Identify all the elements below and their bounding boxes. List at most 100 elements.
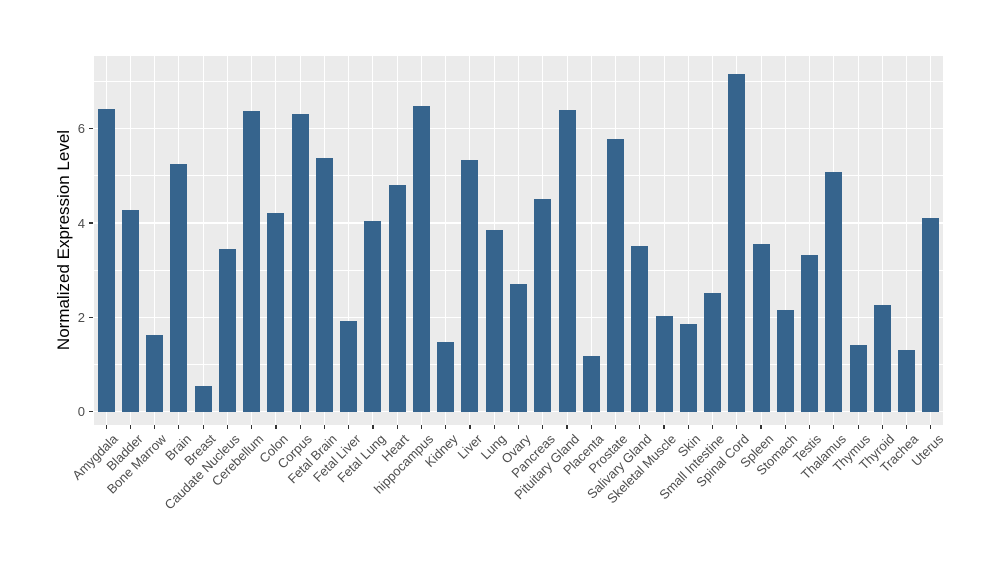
bar [801,254,819,412]
vertical-gridline [906,56,908,425]
x-tick-mark [566,425,568,429]
vertical-gridline [663,56,665,425]
bar [558,109,576,412]
x-tick-mark [105,425,107,429]
x-tick-mark [154,425,156,429]
bar [291,114,309,412]
y-tick-label: 0 [77,404,85,420]
bar [534,198,552,412]
x-tick-mark [420,425,423,429]
x-tick-label: Liver [454,431,485,462]
x-tick-mark [639,425,641,429]
bar [922,217,940,412]
bar [170,163,188,412]
major-gridline [94,127,943,130]
vertical-gridline [857,56,859,425]
bar [631,245,649,412]
x-tick-mark [323,425,326,429]
x-tick-mark [736,425,738,429]
vertical-gridline [639,56,641,425]
vertical-gridline [687,56,689,425]
bar [679,324,697,412]
bar [704,292,722,412]
x-tick-mark [930,425,932,429]
vertical-gridline [226,56,228,425]
x-tick-mark [275,425,277,429]
x-tick-mark [808,425,811,429]
x-tick-mark [590,425,592,429]
bar [437,342,455,412]
minor-gridline [94,175,943,177]
x-tick-mark [711,425,714,429]
bar [898,349,916,412]
bar [873,305,891,412]
major-gridline [94,222,943,224]
bar [121,209,139,412]
x-tick-mark [687,425,689,429]
x-tick-mark [129,425,131,429]
vertical-gridline [445,56,447,425]
x-tick-mark [906,425,908,429]
bar [364,221,382,412]
bar [825,172,843,412]
x-tick-mark [372,425,374,429]
x-tick-mark [178,425,180,429]
minor-gridline [94,269,943,271]
vertical-gridline [809,56,811,425]
vertical-gridline [784,56,786,425]
x-tick-mark [614,425,617,429]
x-tick-mark [760,425,762,429]
bar [267,212,285,412]
bar [849,344,867,412]
bar [776,310,794,412]
bar [607,138,625,412]
x-tick-mark [251,425,253,429]
x-tick-mark [517,425,520,429]
bar [582,356,600,412]
y-tick-label: 6 [77,121,85,137]
x-tick-mark [348,425,350,429]
minor-gridline [94,81,943,82]
x-tick-mark [226,425,228,429]
bar [194,385,212,412]
vertical-gridline [760,56,762,425]
bar [388,185,406,412]
x-tick-mark [469,425,471,429]
y-tick-mark [89,411,93,413]
bar [461,160,479,412]
x-tick-mark [542,425,544,429]
x-tick-mark [833,425,835,429]
x-tick-mark [857,425,859,429]
bar [412,106,430,412]
bar [146,335,164,412]
x-tick-mark [881,425,883,429]
bar [243,110,261,412]
bar [752,243,770,412]
x-tick-mark [663,425,665,429]
bar [340,321,358,412]
vertical-gridline [881,56,883,425]
bar [218,249,236,412]
y-tick-mark [89,222,93,224]
x-tick-mark [299,425,301,429]
x-tick-mark [396,425,398,429]
plot-area [94,56,943,425]
y-tick-label: 2 [77,309,85,325]
y-tick-label: 4 [77,215,85,231]
bar [510,284,527,412]
x-tick-mark [784,425,786,429]
vertical-gridline [518,56,519,425]
y-tick-mark [89,316,93,318]
vertical-gridline [712,56,714,425]
vertical-gridline [202,56,204,425]
bar [315,157,333,412]
bar [97,108,115,412]
major-gridline [94,411,943,413]
x-tick-mark [445,425,447,429]
x-tick-mark [493,425,495,429]
vertical-gridline [154,56,156,425]
bar [485,229,503,412]
bar [655,315,673,412]
vertical-gridline [348,56,350,425]
